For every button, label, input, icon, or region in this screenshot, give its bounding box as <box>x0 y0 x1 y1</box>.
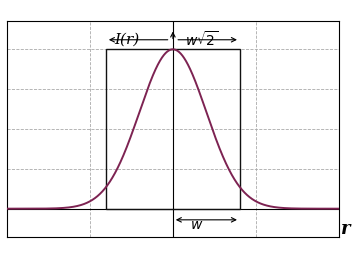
Text: I(r): I(r) <box>115 33 140 47</box>
Text: $w\sqrt{2}$: $w\sqrt{2}$ <box>185 30 218 49</box>
Text: $w$: $w$ <box>190 217 203 232</box>
Text: r: r <box>341 220 351 238</box>
Bar <box>106 49 240 209</box>
